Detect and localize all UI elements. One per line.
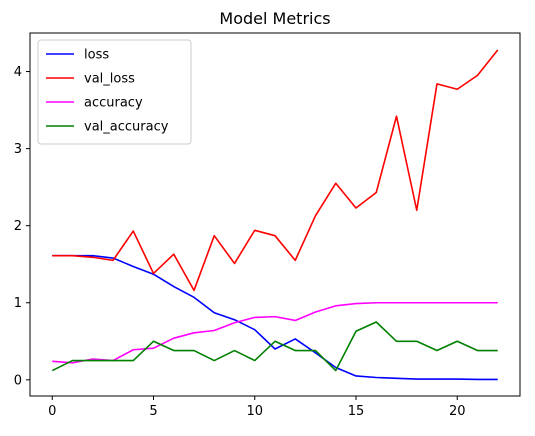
chart-title: Model Metrics	[219, 9, 330, 28]
y-tick-label: 1	[14, 296, 22, 311]
x-tick-label: 5	[149, 404, 157, 419]
legend-label-val-loss: val_loss	[84, 72, 135, 87]
x-tick-label: 10	[246, 404, 263, 419]
x-tick-label: 15	[348, 404, 365, 419]
y-tick-label: 0	[14, 373, 22, 388]
legend-box	[37, 39, 192, 145]
x-axis: 0 5 10 15 20	[48, 396, 466, 419]
legend-label-loss: loss	[84, 48, 109, 63]
plot-area	[51, 49, 499, 381]
series-line-loss	[52, 254, 498, 381]
legend-label-val-accuracy: val_accuracy	[84, 120, 169, 135]
series-line-accuracy	[52, 301, 498, 364]
y-tick-label: 4	[14, 65, 22, 80]
x-tick-label: 0	[48, 404, 56, 419]
x-tick-label: 20	[449, 404, 466, 419]
y-tick-label: 3	[14, 142, 22, 157]
series-line-val-loss	[52, 49, 499, 292]
y-tick-label: 2	[14, 219, 22, 234]
plot-frame	[29, 32, 521, 397]
series-line-val-accuracy	[51, 321, 498, 372]
legend: loss val_loss accuracy val_accuracy	[37, 39, 192, 145]
y-axis: 0 1 2 3 4	[14, 65, 30, 388]
legend-label-accuracy: accuracy	[84, 96, 143, 111]
